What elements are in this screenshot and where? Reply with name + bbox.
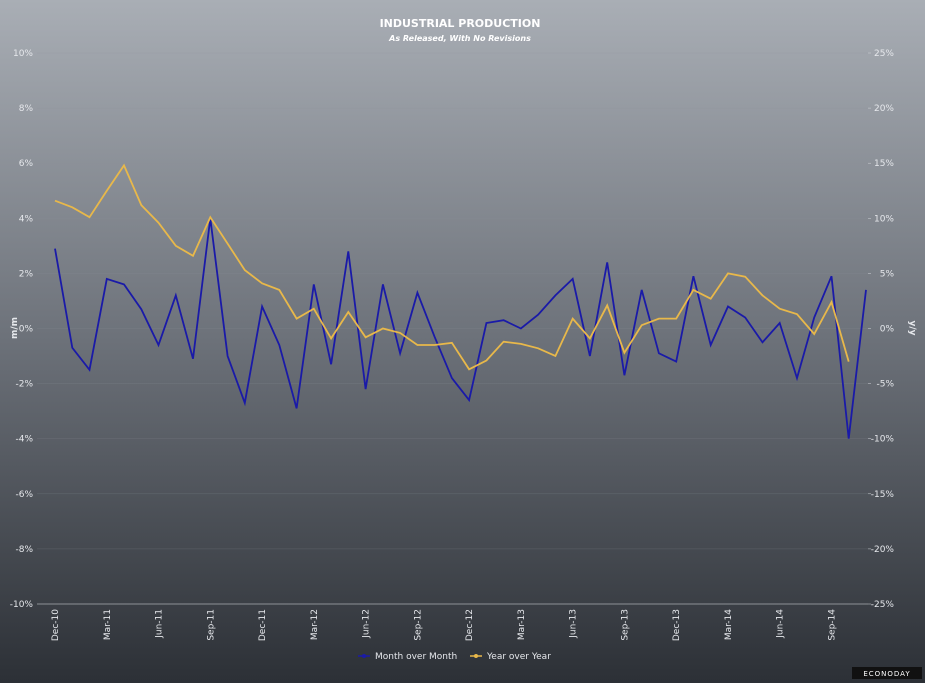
legend-label: Year over Year	[486, 652, 551, 662]
y-tick-label: 10%	[13, 49, 33, 59]
y2-tick-label: -25%	[871, 600, 895, 610]
logo-box	[852, 667, 922, 679]
x-tick-label: Sep-12	[413, 609, 423, 641]
x-tick-label: Sep-14	[827, 609, 837, 641]
x-tick-label: Dec-11	[258, 609, 268, 641]
y2-tick-label: -5%	[876, 380, 894, 390]
y2-tick-label: 5%	[880, 269, 895, 279]
x-tick-label: Mar-12	[310, 609, 320, 640]
x-tick-label: Jun-11	[155, 609, 165, 639]
y-tick-label: 4%	[19, 214, 34, 224]
y-tick-label: 2%	[19, 269, 34, 279]
y2-tick-label: -20%	[871, 545, 895, 555]
x-tick-label: Dec-10	[51, 609, 61, 641]
x-tick-label: Jun-14	[776, 609, 786, 639]
legend-marker	[362, 654, 366, 658]
y2-tick-label: 20%	[874, 104, 894, 114]
series-line	[54, 163, 850, 371]
x-tick-label: Dec-12	[465, 609, 475, 641]
y2-tick-label: 15%	[874, 159, 894, 169]
x-tick-label: Mar-14	[724, 609, 734, 640]
y-tick-label: 8%	[19, 104, 34, 114]
y-tick-label: -10%	[10, 600, 34, 610]
series-line	[54, 218, 867, 439]
y-tick-label: 0%	[19, 325, 34, 335]
x-tick-label: Mar-13	[517, 609, 527, 640]
y2-tick-label: -15%	[871, 490, 895, 500]
chart-title: INDUSTRIAL PRODUCTION	[380, 17, 541, 30]
y2-tick-label: -10%	[871, 435, 895, 445]
x-tick-label: Sep-13	[620, 609, 630, 641]
x-tick-label: Sep-11	[206, 609, 216, 641]
x-tick-label: Jun-12	[362, 609, 372, 639]
y2-tick-label: 25%	[874, 49, 894, 59]
y-tick-label: -8%	[15, 545, 33, 555]
legend-marker	[474, 654, 478, 658]
legend-label: Month over Month	[375, 652, 457, 662]
chart-subtitle: As Released, With No Revisions	[388, 34, 531, 43]
y-tick-label: 6%	[19, 159, 34, 169]
y-axis-label: m/m	[10, 317, 20, 339]
x-tick-label: Mar-11	[103, 609, 113, 640]
y-tick-label: -4%	[15, 435, 33, 445]
watermark: ECONODAY	[863, 670, 910, 678]
y-tick-label: -2%	[15, 380, 33, 390]
x-tick-label: Dec-13	[672, 609, 682, 641]
x-tick-label: Jun-13	[569, 609, 579, 639]
y2-axis-label: y/y	[907, 320, 917, 335]
y2-tick-label: 10%	[874, 214, 894, 224]
y-tick-label: -6%	[15, 490, 33, 500]
y2-tick-label: 0%	[880, 325, 895, 335]
